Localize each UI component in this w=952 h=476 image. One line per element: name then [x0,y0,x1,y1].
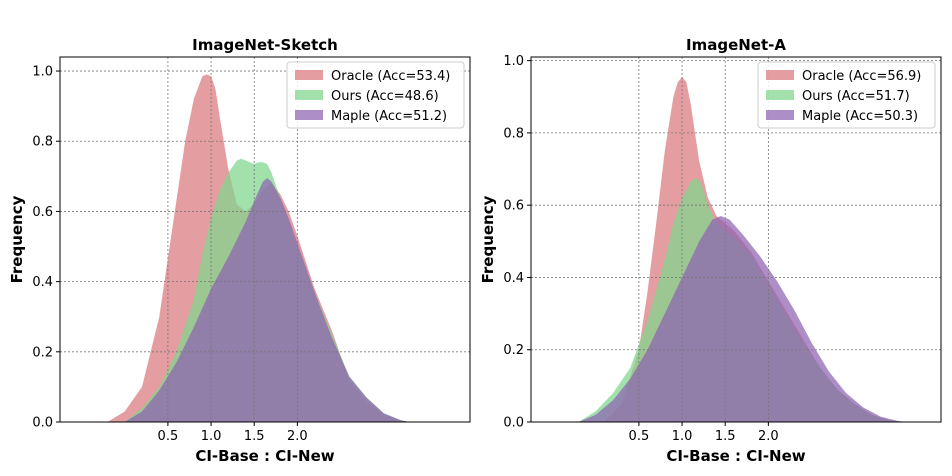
legend-entry: Maple (Acc=51.2) [331,109,447,124]
y-tick-label: 0.0 [503,416,524,431]
y-tick-label: 0.2 [503,343,524,358]
chart-imagenet-a: ImageNet-A 0.5 1.0 1.5 2.0 0.0 0.2 0.4 0.6 0.8 1.0… [479,36,942,465]
chart-title: ImageNet-A [686,36,786,54]
legend-box [757,61,936,129]
x-tick-label: 1.0 [672,429,693,444]
y-tick-label: 0.0 [32,416,53,431]
legend-swatch [766,110,794,120]
legend-entry: Maple (Acc=50.3) [802,109,918,124]
area-series-3 [578,216,907,422]
legend-swatch [766,90,794,100]
plot-frame [530,56,942,423]
area-series-3 [124,178,410,422]
x-tick-label: 2.0 [758,429,779,444]
chart-title: ImageNet-Sketch [192,36,338,54]
y-axis-label: Frequency [8,195,26,283]
y-tick-label: 0.8 [503,126,524,141]
legend-entry: Ours (Acc=51.7) [802,89,910,104]
legend: Oracle (Acc=56.9) Ours (Acc=51.7) Maple (A… [757,61,936,129]
y-axis-label: Frequency [479,195,497,283]
legend: Oracle (Acc=53.4) Ours (Acc=48.6) Maple (A… [286,61,465,129]
x-axis-label: CI-Base : CI-New [666,447,805,465]
x-tick-label: 0.5 [158,429,179,444]
legend-box [286,61,465,129]
y-tick-label: 0.8 [32,135,53,150]
chart-imagenet-sketch: ImageNet-Sketch 0.5 1.0 1.5 2.0 0.0 0.2 0.4 0.6 0… [8,36,471,465]
legend-swatch [295,90,323,100]
y-tick-label: 1.0 [503,54,524,69]
y-tick-label: 0.6 [32,205,53,220]
x-axis-label: CI-Base : CI-New [195,447,334,465]
plot-frame [59,56,471,423]
legend-swatch [766,70,794,80]
y-tick-label: 0.2 [32,345,53,360]
legend-entry: Oracle (Acc=53.4) [331,69,450,84]
y-tick-label: 0.6 [503,199,524,214]
legend-swatch [295,110,323,120]
y-tick-label: 0.4 [32,275,53,290]
legend-entry: Oracle (Acc=56.9) [802,69,921,84]
y-tick-label: 0.4 [503,271,524,286]
x-tick-label: 1.5 [244,429,265,444]
legend-swatch [295,70,323,80]
x-tick-label: 0.5 [629,429,650,444]
x-tick-label: 1.5 [715,429,736,444]
x-tick-label: 1.0 [201,429,222,444]
x-tick-label: 2.0 [287,429,308,444]
y-tick-label: 1.0 [32,65,53,80]
legend-entry: Ours (Acc=48.6) [331,89,439,104]
